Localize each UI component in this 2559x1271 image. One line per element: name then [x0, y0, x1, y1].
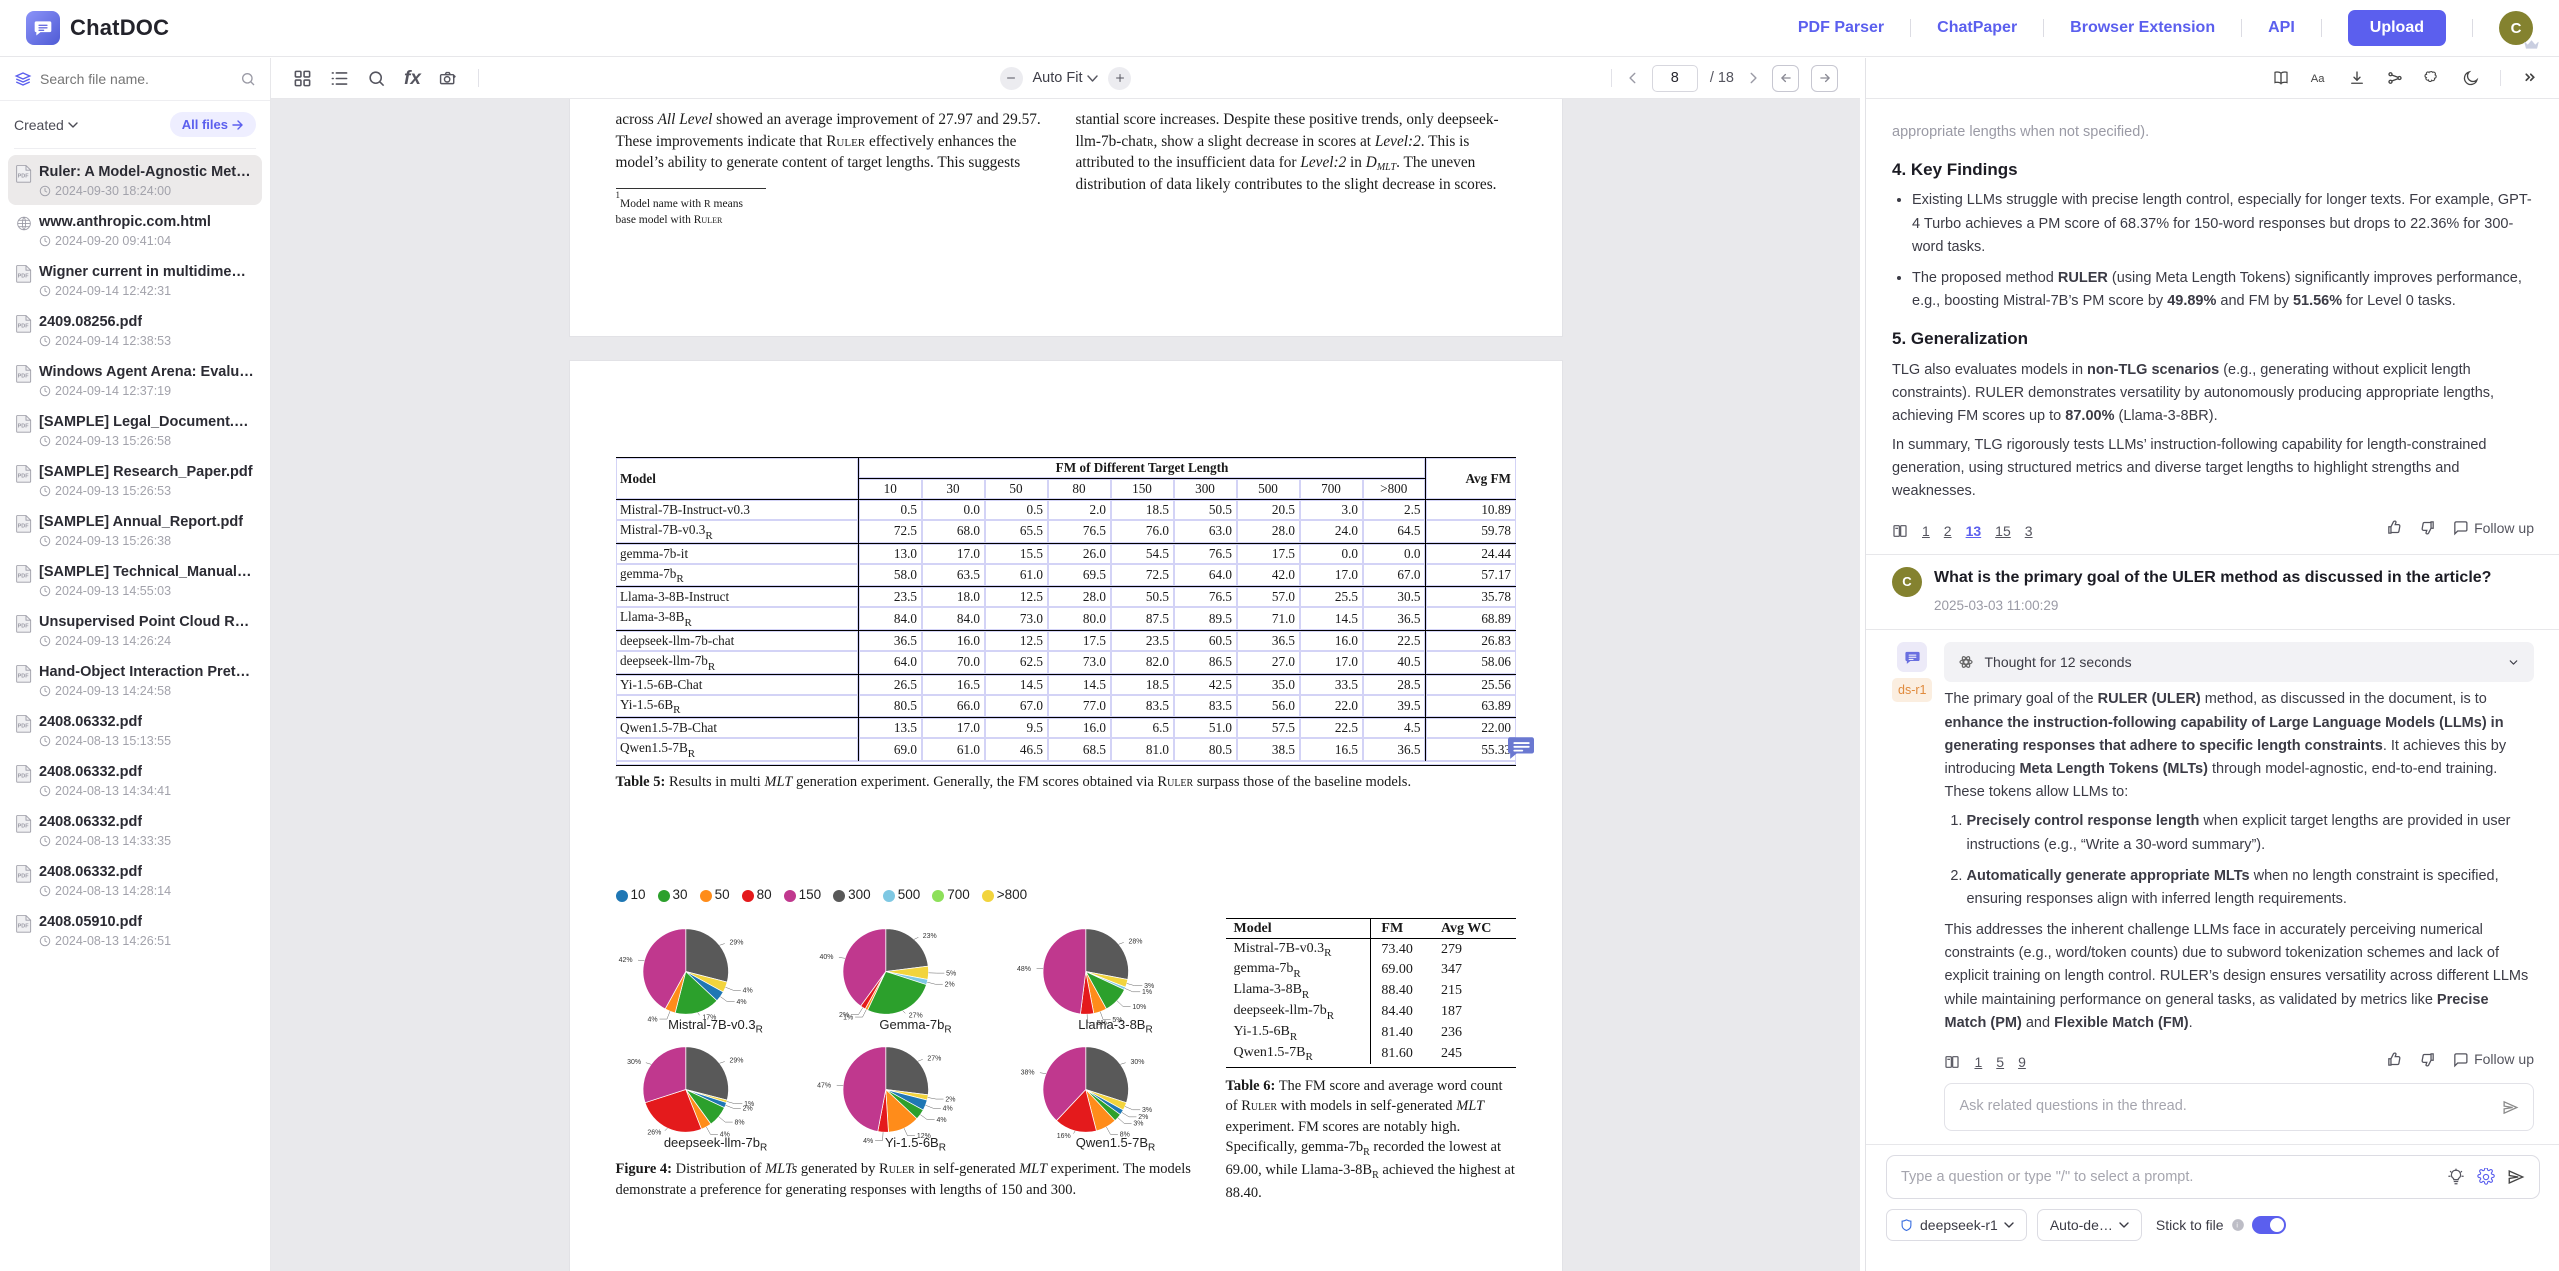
svg-text:47%: 47% [817, 1082, 831, 1089]
svg-text:Aa: Aa [2311, 73, 2326, 85]
svg-text:30%: 30% [1130, 1059, 1144, 1066]
svg-text:29%: 29% [729, 1057, 743, 1064]
svg-text:4%: 4% [936, 1117, 946, 1124]
svg-text:42%: 42% [618, 957, 632, 964]
svg-text:PDF: PDF [18, 824, 30, 830]
svg-text:4%: 4% [742, 988, 752, 995]
svg-text:8%: 8% [734, 1119, 744, 1126]
svg-text:2%: 2% [742, 1105, 752, 1112]
svg-text:PDF: PDF [18, 524, 30, 530]
svg-text:PDF: PDF [18, 874, 30, 880]
svg-text:PDF: PDF [18, 474, 30, 480]
svg-text:PDF: PDF [18, 374, 30, 380]
svg-text:30%: 30% [627, 1059, 641, 1066]
svg-text:2%: 2% [1138, 1114, 1148, 1121]
svg-text:28%: 28% [1128, 939, 1142, 946]
svg-text:16%: 16% [1056, 1132, 1070, 1139]
svg-text:3%: 3% [1133, 1120, 1143, 1127]
svg-text:5%: 5% [946, 971, 956, 978]
svg-text:PDF: PDF [18, 774, 30, 780]
svg-text:10%: 10% [1132, 1004, 1146, 1011]
svg-text:PDF: PDF [18, 724, 30, 730]
svg-text:PDF: PDF [18, 324, 30, 330]
svg-text:2%: 2% [945, 1096, 955, 1103]
svg-text:29%: 29% [729, 940, 743, 947]
svg-text:PDF: PDF [18, 624, 30, 630]
svg-text:4%: 4% [863, 1138, 873, 1143]
svg-text:1%: 1% [1142, 989, 1152, 996]
svg-text:PDF: PDF [18, 674, 30, 680]
svg-text:2%: 2% [838, 1012, 848, 1019]
svg-text:48%: 48% [1017, 966, 1031, 973]
svg-text:2%: 2% [944, 982, 954, 989]
svg-text:38%: 38% [1020, 1069, 1034, 1076]
svg-text:PDF: PDF [18, 574, 30, 580]
svg-text:3%: 3% [1142, 1107, 1152, 1114]
svg-text:27%: 27% [927, 1055, 941, 1062]
svg-text:23%: 23% [922, 933, 936, 940]
svg-text:PDF: PDF [18, 424, 30, 430]
svg-text:26%: 26% [647, 1129, 661, 1136]
svg-text:PDF: PDF [18, 274, 30, 280]
svg-text:4%: 4% [942, 1105, 952, 1112]
svg-text:4%: 4% [647, 1017, 657, 1024]
svg-text:40%: 40% [819, 954, 833, 961]
svg-text:4%: 4% [736, 999, 746, 1006]
svg-text:PDF: PDF [18, 924, 30, 930]
svg-text:PDF: PDF [18, 174, 30, 180]
